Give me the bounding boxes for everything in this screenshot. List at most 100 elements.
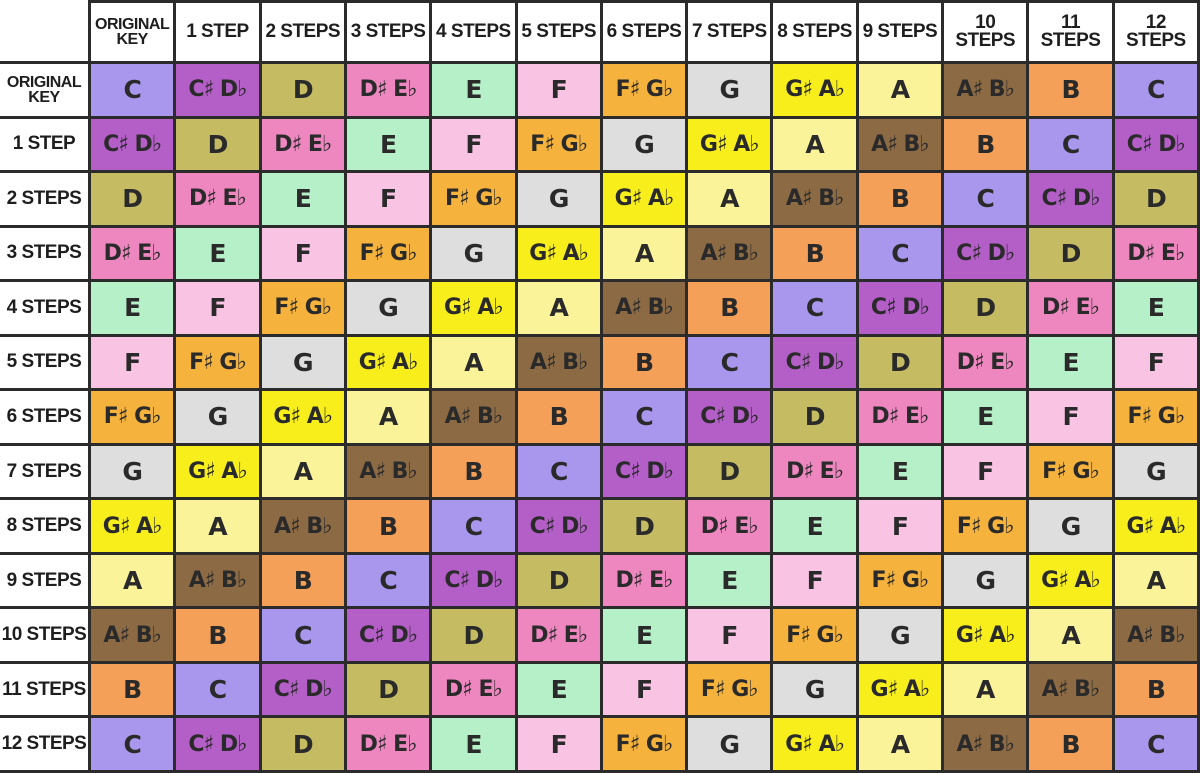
note-cell: F♯ G♭ [346,227,430,280]
note-cell: G♯ A♭ [858,663,942,716]
note-cell: G [1029,500,1112,552]
note-cell: A [517,282,600,334]
note-cell: D [944,282,1027,334]
note-cell: B [858,173,942,225]
note-cell: G [517,173,600,225]
note-cell: C♯ D♭ [688,391,771,443]
note-cell: F♯ G♭ [91,391,174,443]
column-header: 3 STEPS [346,3,430,61]
note-cell: A♯ B♭ [602,282,686,334]
note-cell: G [432,227,515,280]
note-cell: A♯ B♭ [944,718,1027,770]
row-header: 9 STEPS [0,554,88,607]
note-cell: D♯ E♭ [346,718,430,770]
note-cell: B [688,282,771,334]
column-header: 6 STEPS [602,3,686,61]
note-cell: G♯ A♭ [688,118,771,171]
note-cell: C♯ D♭ [517,500,600,552]
note-cell: F [602,663,686,716]
note-cell: C [261,609,344,661]
note-cell: C♯ D♭ [858,282,942,334]
note-cell: C [91,718,174,770]
note-cell: D♯ E♭ [261,118,344,171]
note-cell: G [688,64,771,116]
note-cell: C [91,64,174,116]
note-cell: C♯ D♭ [602,445,686,498]
note-cell: F [1029,391,1112,443]
note-cell: D [261,64,344,116]
note-cell: B [1114,663,1197,716]
note-cell: B [773,227,856,280]
note-cell: G♯ A♭ [346,336,430,389]
note-cell: F♯ G♭ [517,118,600,171]
note-cell: E [517,663,600,716]
note-cell: A [91,554,174,607]
note-cell: G♯ A♭ [602,173,686,225]
note-cell: B [176,609,259,661]
note-cell: C♯ D♭ [346,609,430,661]
row-header: 12 STEPS [0,718,88,770]
note-cell: D [517,554,600,607]
note-cell: E [1114,282,1197,334]
note-cell: F♯ G♭ [176,336,259,389]
note-cell: G♯ A♭ [176,445,259,498]
note-cell: E [602,609,686,661]
column-header: 10 STEPS [944,3,1027,61]
note-cell: D [1029,227,1112,280]
note-cell: A♯ B♭ [432,391,515,443]
note-cell: D♯ E♭ [91,227,174,280]
note-cell: D♯ E♭ [1114,227,1197,280]
note-cell: E [176,227,259,280]
note-cell: D [176,118,259,171]
note-cell: A♯ B♭ [176,554,259,607]
note-cell: B [432,445,515,498]
row-header: 3 STEPS [0,227,88,280]
note-cell: C♯ D♭ [261,663,344,716]
note-cell: A [602,227,686,280]
column-header: 1 STEP [176,3,259,61]
note-cell: E [91,282,174,334]
note-cell: E [432,64,515,116]
note-cell: D♯ E♭ [773,445,856,498]
note-cell: C♯ D♭ [944,227,1027,280]
note-cell: F [346,173,430,225]
note-cell: E [944,391,1027,443]
note-cell: F [688,609,771,661]
note-cell: A♯ B♭ [773,173,856,225]
note-cell: D [773,391,856,443]
note-cell: C♯ D♭ [1029,173,1112,225]
note-cell: G♯ A♭ [91,500,174,552]
note-cell: C [688,336,771,389]
note-cell: F♯ G♭ [1029,445,1112,498]
note-cell: G♯ A♭ [261,391,344,443]
row-header: 1 STEP [0,118,88,171]
note-cell: C [602,391,686,443]
row-header: 8 STEPS [0,500,88,552]
note-cell: A♯ B♭ [1029,663,1112,716]
note-cell: F♯ G♭ [1114,391,1197,443]
note-cell: G♯ A♭ [517,227,600,280]
row-header: ORIGINAL KEY [0,64,88,116]
note-cell: C♯ D♭ [176,718,259,770]
note-cell: D [346,663,430,716]
note-cell: F [1114,336,1197,389]
note-cell: B [346,500,430,552]
note-cell: C [858,227,942,280]
note-cell: A [858,64,942,116]
column-header: 4 STEPS [432,3,515,61]
note-cell: C [944,173,1027,225]
note-cell: E [346,118,430,171]
note-cell: F [432,118,515,171]
note-cell: D♯ E♭ [432,663,515,716]
column-header: 8 STEPS [773,3,856,61]
note-cell: E [1029,336,1112,389]
note-cell: C [1114,64,1197,116]
row-header: 6 STEPS [0,391,88,443]
note-cell: F [944,445,1027,498]
note-cell: D♯ E♭ [602,554,686,607]
note-cell: F♯ G♭ [602,64,686,116]
note-cell: A [688,173,771,225]
note-cell: G [688,718,771,770]
column-header: ORIGINAL KEY [91,3,174,61]
